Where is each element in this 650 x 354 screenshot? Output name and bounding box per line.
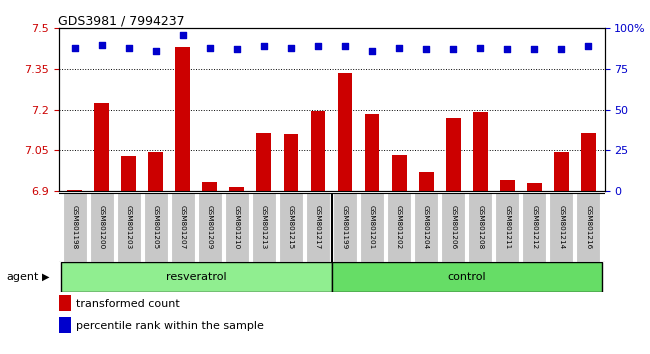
Point — [448, 47, 458, 52]
Bar — [311, 111, 326, 191]
Bar — [522, 193, 547, 262]
Bar — [365, 114, 380, 191]
Bar — [58, 295, 70, 312]
Bar — [122, 156, 136, 191]
Point — [556, 47, 566, 52]
Bar — [144, 193, 168, 262]
Bar — [252, 193, 276, 262]
Bar — [225, 193, 249, 262]
Point — [340, 44, 350, 49]
Point — [97, 42, 107, 47]
Text: GDS3981 / 7994237: GDS3981 / 7994237 — [58, 14, 185, 27]
Point — [529, 47, 539, 52]
Point — [313, 44, 323, 49]
Text: GSM801216: GSM801216 — [585, 205, 592, 250]
Bar — [392, 155, 406, 191]
Point — [259, 44, 269, 49]
Bar — [116, 193, 141, 262]
Bar — [468, 193, 492, 262]
Text: GSM801205: GSM801205 — [153, 205, 159, 250]
Bar — [148, 152, 163, 191]
Bar — [441, 193, 465, 262]
Text: GSM801212: GSM801212 — [531, 205, 537, 250]
Bar — [171, 193, 195, 262]
Bar — [554, 152, 569, 191]
Point — [205, 45, 215, 51]
Text: GSM801213: GSM801213 — [261, 205, 267, 250]
Text: agent: agent — [6, 272, 39, 282]
Bar — [229, 187, 244, 191]
Bar — [446, 118, 461, 191]
Bar — [360, 193, 384, 262]
Bar — [257, 133, 271, 191]
Point — [231, 47, 242, 52]
Point — [70, 45, 80, 51]
Bar — [68, 190, 82, 191]
Bar — [279, 193, 303, 262]
Text: GSM801199: GSM801199 — [342, 205, 348, 250]
Point — [394, 45, 404, 51]
Text: GSM801206: GSM801206 — [450, 205, 456, 250]
Text: GSM801202: GSM801202 — [396, 205, 402, 250]
Bar — [419, 172, 434, 191]
Bar — [333, 193, 358, 262]
Point — [286, 45, 296, 51]
Bar — [332, 262, 602, 292]
Point — [367, 48, 377, 54]
Bar — [414, 193, 438, 262]
Bar — [58, 318, 70, 333]
Bar — [526, 183, 541, 191]
Text: GSM801198: GSM801198 — [72, 205, 78, 250]
Text: GSM801215: GSM801215 — [288, 205, 294, 250]
Point — [502, 47, 512, 52]
Bar — [61, 262, 332, 292]
Bar — [576, 193, 601, 262]
Bar — [94, 103, 109, 191]
Point — [151, 48, 161, 54]
Text: GSM801204: GSM801204 — [423, 205, 429, 250]
Bar — [337, 73, 352, 191]
Bar — [387, 193, 411, 262]
Bar — [62, 193, 87, 262]
Text: percentile rank within the sample: percentile rank within the sample — [76, 321, 264, 331]
Bar — [581, 133, 595, 191]
Text: GSM801207: GSM801207 — [180, 205, 186, 250]
Bar — [306, 193, 330, 262]
Text: GSM801203: GSM801203 — [126, 205, 132, 250]
Text: GSM801217: GSM801217 — [315, 205, 321, 250]
Text: transformed count: transformed count — [76, 298, 179, 309]
Text: GSM801211: GSM801211 — [504, 205, 510, 250]
Bar — [202, 182, 217, 191]
Point — [177, 32, 188, 38]
Text: GSM801210: GSM801210 — [234, 205, 240, 250]
Bar — [90, 193, 114, 262]
Bar — [549, 193, 573, 262]
Bar — [473, 113, 488, 191]
Bar — [495, 193, 519, 262]
Text: GSM801209: GSM801209 — [207, 205, 213, 250]
Bar — [283, 134, 298, 191]
Text: ▶: ▶ — [42, 272, 50, 282]
Bar — [500, 180, 515, 191]
Point — [421, 47, 432, 52]
Bar — [176, 47, 190, 191]
Point — [475, 45, 486, 51]
Bar — [198, 193, 222, 262]
Point — [124, 45, 134, 51]
Text: GSM801201: GSM801201 — [369, 205, 375, 250]
Text: GSM801208: GSM801208 — [477, 205, 483, 250]
Text: control: control — [447, 272, 486, 282]
Point — [583, 44, 593, 49]
Text: GSM801200: GSM801200 — [99, 205, 105, 250]
Text: resveratrol: resveratrol — [166, 272, 227, 282]
Text: GSM801214: GSM801214 — [558, 205, 564, 250]
